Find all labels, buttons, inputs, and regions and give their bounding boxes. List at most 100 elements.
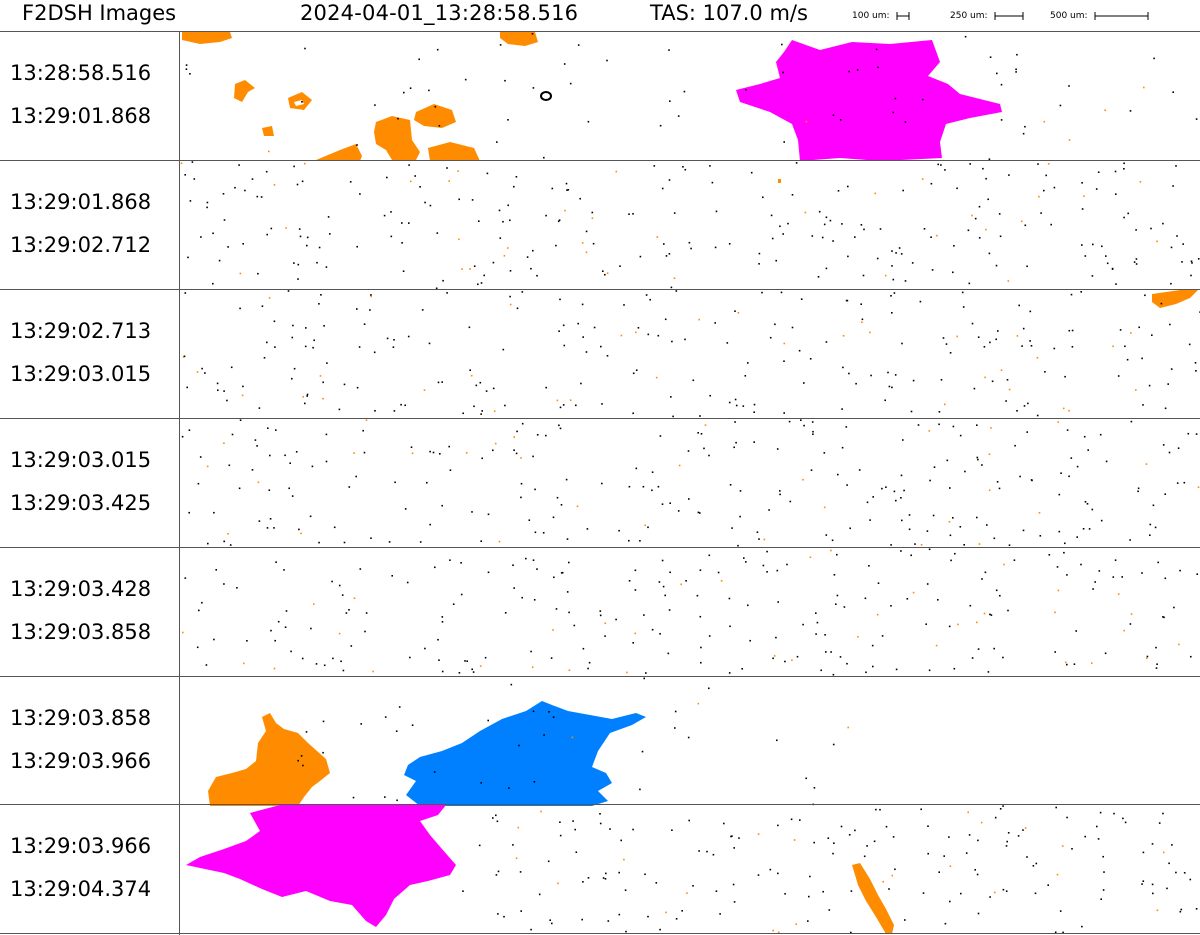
- noise-speck: [246, 640, 248, 642]
- noise-speck: [848, 70, 850, 73]
- noise-speck: [424, 647, 426, 650]
- noise-speck: [634, 632, 636, 635]
- noise-speck: [519, 871, 522, 873]
- noise-speck: [809, 875, 811, 878]
- noise-speck: [388, 541, 391, 543]
- noise-speck: [331, 580, 333, 583]
- noise-speck: [1190, 655, 1192, 658]
- noise-speck: [1091, 662, 1093, 664]
- noise-speck: [830, 549, 832, 552]
- noise-speck: [1156, 240, 1158, 243]
- noise-speck: [508, 787, 510, 789]
- noise-speck: [836, 594, 839, 597]
- noise-speck: [977, 648, 980, 650]
- noise-speck: [803, 382, 805, 384]
- noise-speck: [1123, 162, 1125, 165]
- scale-bar-250um: 250 um:: [950, 9, 1024, 23]
- noise-speck: [791, 659, 793, 661]
- noise-speck: [900, 550, 902, 552]
- noise-speck: [699, 415, 701, 417]
- noise-speck: [492, 449, 494, 452]
- noise-speck: [396, 799, 398, 802]
- noise-speck: [983, 612, 986, 615]
- noise-speck: [288, 487, 290, 490]
- noise-speck: [770, 214, 773, 217]
- noise-speck: [832, 114, 835, 116]
- noise-speck: [704, 424, 707, 426]
- noise-speck: [824, 634, 826, 636]
- noise-speck: [296, 183, 299, 186]
- particle-image-area: [180, 677, 1200, 806]
- noise-speck: [920, 808, 922, 811]
- noise-speck: [828, 909, 831, 911]
- noise-speck: [952, 271, 954, 274]
- noise-speck: [493, 410, 496, 412]
- noise-speck: [602, 270, 604, 272]
- noise-speck: [869, 331, 871, 334]
- noise-speck: [273, 184, 276, 186]
- noise-speck: [802, 478, 804, 481]
- noise-speck: [845, 426, 848, 428]
- noise-speck: [857, 636, 859, 638]
- noise-speck: [841, 446, 844, 449]
- noise-speck: [974, 869, 976, 871]
- noise-speck: [715, 890, 718, 892]
- noise-speck: [643, 677, 645, 680]
- noise-speck: [521, 291, 524, 293]
- strip-time-labels: 13:29:03.015 13:29:03.425: [0, 419, 180, 548]
- noise-speck: [469, 369, 471, 371]
- noise-speck: [753, 403, 756, 406]
- noise-speck: [615, 170, 618, 173]
- noise-speck: [215, 569, 217, 571]
- noise-speck: [912, 379, 915, 382]
- noise-speck: [228, 464, 231, 467]
- noise-speck: [969, 163, 971, 165]
- noise-speck: [1100, 519, 1103, 522]
- noise-speck: [1117, 593, 1120, 595]
- noise-speck: [478, 220, 480, 222]
- noise-speck: [410, 180, 412, 183]
- noise-speck: [449, 559, 451, 561]
- noise-speck: [668, 179, 671, 181]
- noise-speck: [1180, 908, 1183, 911]
- noise-speck: [439, 453, 441, 455]
- noise-speck: [937, 599, 939, 601]
- noise-speck: [1016, 53, 1018, 56]
- noise-speck: [968, 834, 971, 836]
- noise-speck: [808, 895, 810, 898]
- noise-speck: [530, 267, 532, 270]
- noise-speck: [309, 515, 312, 518]
- noise-speck: [861, 321, 863, 323]
- noise-speck: [1100, 898, 1102, 900]
- noise-speck: [263, 357, 266, 359]
- noise-speck: [791, 326, 794, 329]
- noise-speck: [756, 531, 759, 533]
- noise-speck: [898, 247, 901, 249]
- strip-start-time: 13:29:03.428: [10, 577, 152, 601]
- noise-speck: [870, 374, 872, 377]
- noise-speck: [1104, 109, 1106, 111]
- noise-speck: [496, 141, 498, 143]
- noise-speck: [1081, 208, 1084, 210]
- noise-speck: [847, 255, 849, 258]
- noise-speck: [990, 427, 992, 429]
- noise-speck: [786, 563, 788, 566]
- noise-speck: [543, 734, 545, 736]
- noise-speck: [1080, 291, 1082, 293]
- noise-speck: [293, 165, 295, 168]
- noise-speck: [698, 850, 700, 852]
- noise-speck: [212, 232, 214, 235]
- noise-speck: [536, 434, 539, 436]
- noise-speck: [1102, 889, 1105, 891]
- noise-speck: [1127, 212, 1129, 215]
- noise-speck: [696, 594, 699, 597]
- noise-speck: [1117, 375, 1120, 377]
- noise-speck: [738, 837, 740, 839]
- noise-speck: [436, 48, 439, 51]
- noise-speck: [706, 850, 708, 853]
- noise-speck: [302, 764, 304, 767]
- noise-speck: [865, 671, 867, 674]
- noise-speck: [861, 318, 864, 321]
- noise-speck: [901, 519, 903, 522]
- noise-speck: [496, 820, 499, 823]
